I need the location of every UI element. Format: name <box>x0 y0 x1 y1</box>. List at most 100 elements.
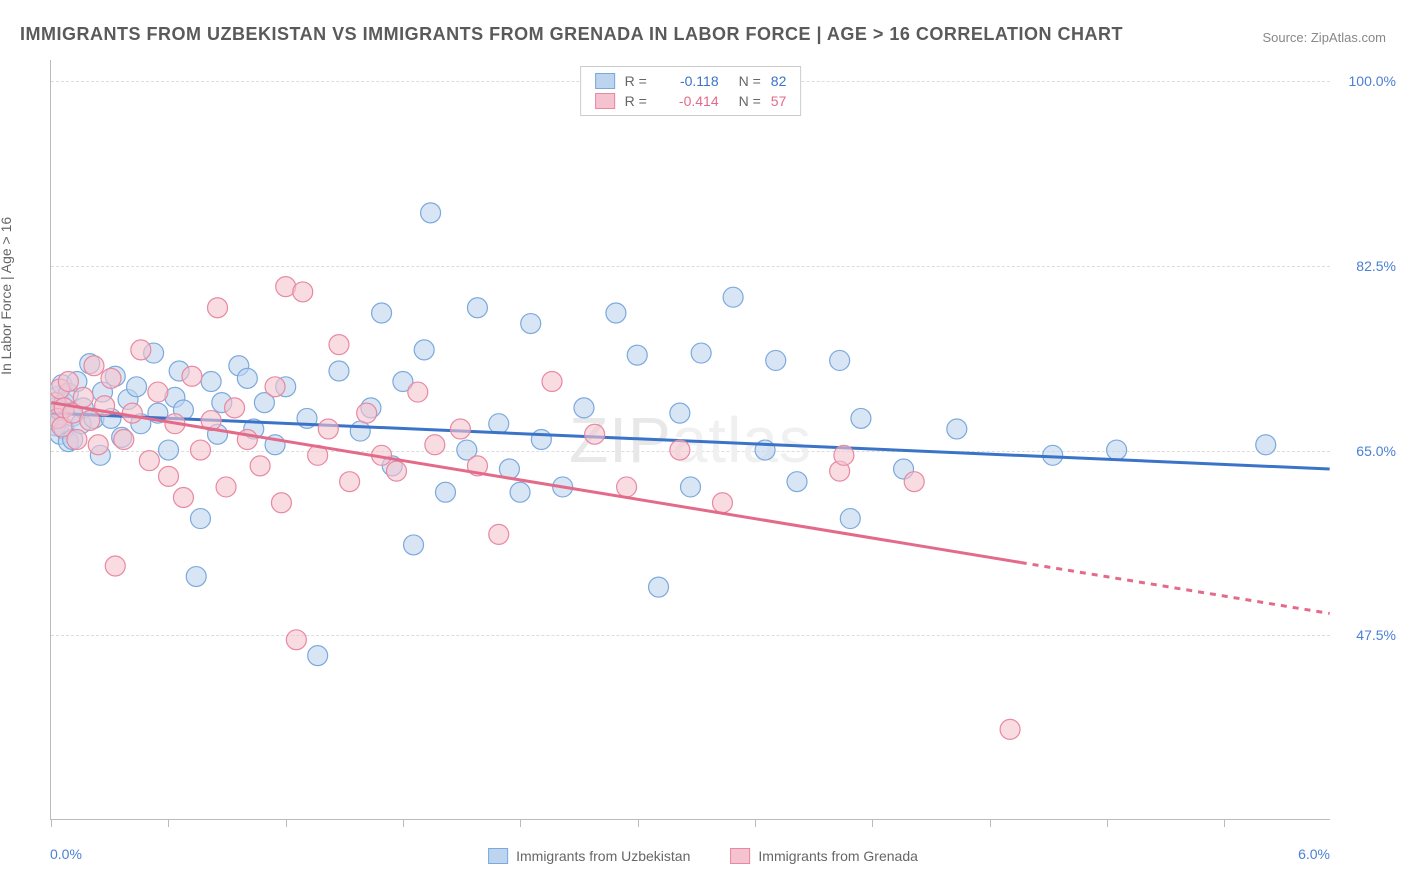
scatter-point <box>830 350 850 370</box>
scatter-point <box>329 335 349 355</box>
scatter-point <box>408 382 428 402</box>
x-axis-min-label: 0.0% <box>50 846 82 862</box>
r-value: -0.118 <box>663 73 719 89</box>
x-tick <box>872 819 873 827</box>
scatter-point <box>80 411 100 431</box>
scatter-point <box>574 398 594 418</box>
r-prefix: R = <box>625 73 653 89</box>
scatter-point <box>318 419 338 439</box>
scatter-point <box>834 445 854 465</box>
correlation-legend: R = -0.118 N = 82 R = -0.414 N = 57 <box>580 66 802 116</box>
scatter-point <box>271 493 291 513</box>
scatter-point <box>404 535 424 555</box>
series-legend: Immigrants from Uzbekistan Immigrants fr… <box>488 848 918 864</box>
scatter-point <box>606 303 626 323</box>
legend-item: Immigrants from Grenada <box>730 848 918 864</box>
legend-swatch-grenada <box>595 93 615 109</box>
scatter-point <box>208 298 228 318</box>
scatter-point <box>521 314 541 334</box>
scatter-point <box>293 282 313 302</box>
x-tick <box>168 819 169 827</box>
n-prefix: N = <box>739 73 761 89</box>
scatter-point <box>649 577 669 597</box>
scatter-point <box>159 440 179 460</box>
x-tick <box>286 819 287 827</box>
scatter-point <box>436 482 456 502</box>
scatter-point <box>489 414 509 434</box>
scatter-point <box>190 440 210 460</box>
scatter-point <box>947 419 967 439</box>
scatter-point <box>139 451 159 471</box>
scatter-point <box>467 298 487 318</box>
legend-label: Immigrants from Uzbekistan <box>516 848 690 864</box>
x-tick <box>403 819 404 827</box>
scatter-point <box>357 403 377 423</box>
scatter-point <box>58 372 78 392</box>
scatter-point <box>114 430 134 450</box>
source-label: Source: ZipAtlas.com <box>1262 30 1386 45</box>
scatter-point <box>670 440 690 460</box>
scatter-point <box>105 556 125 576</box>
scatter-point <box>670 403 690 423</box>
legend-swatch-uzbekistan <box>595 73 615 89</box>
legend-swatch-grenada <box>730 848 750 864</box>
scatter-point <box>127 377 147 397</box>
scatter-point <box>101 368 121 388</box>
regression-line <box>51 403 1020 563</box>
scatter-point <box>173 487 193 507</box>
n-prefix: N = <box>739 93 761 109</box>
scatter-point <box>712 493 732 513</box>
scatter-point <box>1256 435 1276 455</box>
plot-area: ZIPatlas R = -0.118 N = 82 R = -0.414 N … <box>50 60 1330 820</box>
y-tick-label: 65.0% <box>1356 443 1396 459</box>
y-tick-label: 100.0% <box>1349 73 1396 89</box>
scatter-point <box>286 630 306 650</box>
scatter-point <box>450 419 470 439</box>
scatter-point <box>122 403 142 423</box>
chart-title: IMMIGRANTS FROM UZBEKISTAN VS IMMIGRANTS… <box>20 24 1123 45</box>
scatter-point <box>67 430 87 450</box>
scatter-point <box>84 356 104 376</box>
scatter-point <box>340 472 360 492</box>
scatter-point <box>585 424 605 444</box>
scatter-point <box>851 408 871 428</box>
scatter-point <box>159 466 179 486</box>
correlation-legend-row: R = -0.414 N = 57 <box>595 91 787 111</box>
r-value: -0.414 <box>663 93 719 109</box>
scatter-point <box>350 421 370 441</box>
scatter-point <box>225 398 245 418</box>
scatter-point <box>766 350 786 370</box>
y-tick-label: 82.5% <box>1356 258 1396 274</box>
scatter-point <box>148 382 168 402</box>
y-tick-label: 47.5% <box>1356 627 1396 643</box>
scatter-point <box>531 430 551 450</box>
scatter-point <box>421 203 441 223</box>
y-axis-label: In Labor Force | Age > 16 <box>0 217 14 375</box>
scatter-point <box>265 377 285 397</box>
x-tick <box>1107 819 1108 827</box>
scatter-point <box>510 482 530 502</box>
scatter-point <box>329 361 349 381</box>
scatter-point <box>186 567 206 587</box>
scatter-point <box>308 646 328 666</box>
x-tick <box>755 819 756 827</box>
scatter-point <box>542 372 562 392</box>
x-tick <box>51 819 52 827</box>
scatter-point <box>73 387 93 407</box>
legend-label: Immigrants from Grenada <box>758 848 918 864</box>
n-value: 57 <box>771 93 787 109</box>
scatter-point <box>237 368 257 388</box>
scatter-point <box>681 477 701 497</box>
scatter-point <box>250 456 270 476</box>
x-tick <box>1224 819 1225 827</box>
legend-swatch-uzbekistan <box>488 848 508 864</box>
scatter-point <box>723 287 743 307</box>
scatter-point <box>387 461 407 481</box>
scatter-point <box>131 340 151 360</box>
x-tick <box>638 819 639 827</box>
n-value: 82 <box>771 73 787 89</box>
scatter-point <box>190 509 210 529</box>
scatter-point <box>627 345 647 365</box>
scatter-point <box>372 303 392 323</box>
plot-svg <box>51 60 1330 819</box>
